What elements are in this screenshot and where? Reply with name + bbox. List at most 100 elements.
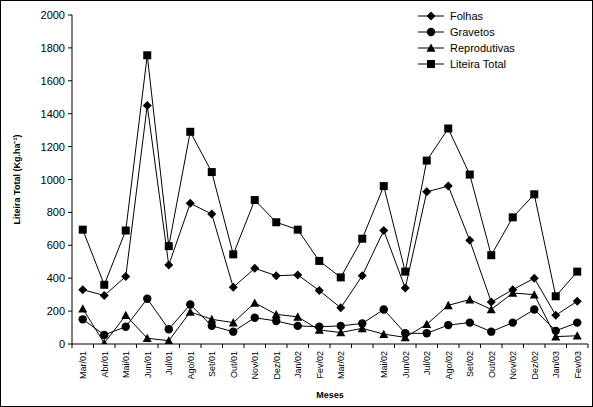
point	[444, 182, 453, 191]
point	[251, 196, 259, 204]
point	[315, 286, 324, 295]
y-tick-label: 200	[47, 305, 65, 317]
point	[315, 326, 324, 334]
x-tick	[72, 344, 73, 348]
x-tick	[373, 344, 374, 348]
y-tick	[68, 80, 72, 81]
x-tick	[265, 344, 266, 348]
point	[401, 333, 410, 341]
point	[358, 235, 366, 243]
point	[143, 334, 152, 342]
x-tick-label: Mar/02	[336, 351, 346, 379]
point	[165, 325, 173, 333]
point	[100, 281, 108, 289]
point	[272, 271, 281, 280]
x-tick-label: Mai/01	[121, 351, 131, 378]
point	[530, 190, 538, 198]
y-tick	[68, 311, 72, 312]
point	[79, 315, 87, 323]
x-tick-label: Jan/03	[551, 351, 561, 378]
x-tick	[179, 344, 180, 348]
x-tick-label: Jul/02	[422, 351, 432, 375]
point	[272, 310, 281, 318]
y-tick-label: 600	[47, 239, 65, 251]
point	[315, 257, 323, 265]
y-tick	[68, 245, 72, 246]
point	[143, 51, 151, 59]
x-tick	[351, 344, 352, 348]
series-line	[83, 55, 578, 296]
point	[229, 327, 237, 335]
point	[79, 226, 87, 234]
x-tick	[480, 344, 481, 348]
y-tick-label: 1000	[41, 174, 65, 186]
point	[551, 311, 560, 320]
point	[552, 292, 560, 300]
point	[508, 289, 517, 297]
x-tick-label: Jun/01	[143, 351, 153, 378]
x-tick	[115, 344, 116, 348]
point	[573, 331, 582, 339]
point	[358, 271, 367, 280]
x-tick-label: Ago/01	[186, 351, 196, 380]
point	[444, 321, 452, 329]
x-tick-label: Jun/02	[401, 351, 411, 378]
x-tick-label: Set/02	[465, 351, 475, 377]
y-tick-label: 1400	[41, 108, 65, 120]
x-tick-label: Abr/01	[100, 351, 110, 378]
point	[207, 210, 216, 219]
point	[229, 250, 237, 258]
point	[422, 320, 431, 328]
x-tick-label: Mar/01	[78, 351, 88, 379]
point	[401, 284, 410, 293]
point	[465, 236, 474, 245]
y-tick-label: 0	[59, 338, 65, 350]
x-tick	[287, 344, 288, 348]
point	[293, 312, 302, 320]
point	[164, 336, 173, 344]
x-tick	[244, 344, 245, 348]
x-tick-label: Mai/02	[379, 351, 389, 378]
y-tick-label: 1200	[41, 141, 65, 153]
legend: FolhasGravetosReprodutivasLiteira Total	[418, 10, 515, 70]
point	[164, 261, 173, 270]
x-tick-label: Fev/02	[315, 351, 325, 379]
point	[444, 125, 452, 133]
point	[272, 218, 280, 226]
point	[186, 199, 195, 208]
x-tick-label: Fev/03	[573, 351, 583, 379]
point	[100, 339, 109, 344]
x-tick-label: Out/01	[229, 351, 239, 378]
x-tick	[437, 344, 438, 348]
point	[293, 270, 302, 279]
y-tick	[68, 179, 72, 180]
y-tick	[68, 15, 72, 16]
series-line	[83, 299, 578, 335]
point	[509, 213, 517, 221]
x-tick-label: Out/02	[487, 351, 497, 378]
y-tick-label: 1600	[41, 75, 65, 87]
point	[487, 305, 496, 313]
y-tick	[68, 113, 72, 114]
point	[401, 268, 409, 276]
point	[121, 311, 130, 319]
point	[379, 226, 388, 235]
x-tick	[308, 344, 309, 348]
point	[336, 328, 345, 336]
point	[358, 324, 367, 332]
point	[121, 272, 130, 281]
x-tick	[222, 344, 223, 348]
x-tick-label: Nov/01	[250, 351, 260, 380]
point	[530, 274, 539, 283]
point	[422, 187, 431, 196]
x-tick-label: Nov/02	[508, 351, 518, 380]
x-tick-label: Jan/02	[293, 351, 303, 378]
point	[509, 318, 517, 326]
legend-label: Reprodutivas	[450, 42, 515, 54]
x-tick-label: Dez/01	[272, 351, 282, 380]
legend-marker	[427, 44, 436, 52]
legend-label: Folhas	[450, 10, 484, 22]
x-tick	[201, 344, 202, 348]
y-tick	[68, 212, 72, 213]
x-tick-label: Dez/02	[530, 351, 540, 380]
